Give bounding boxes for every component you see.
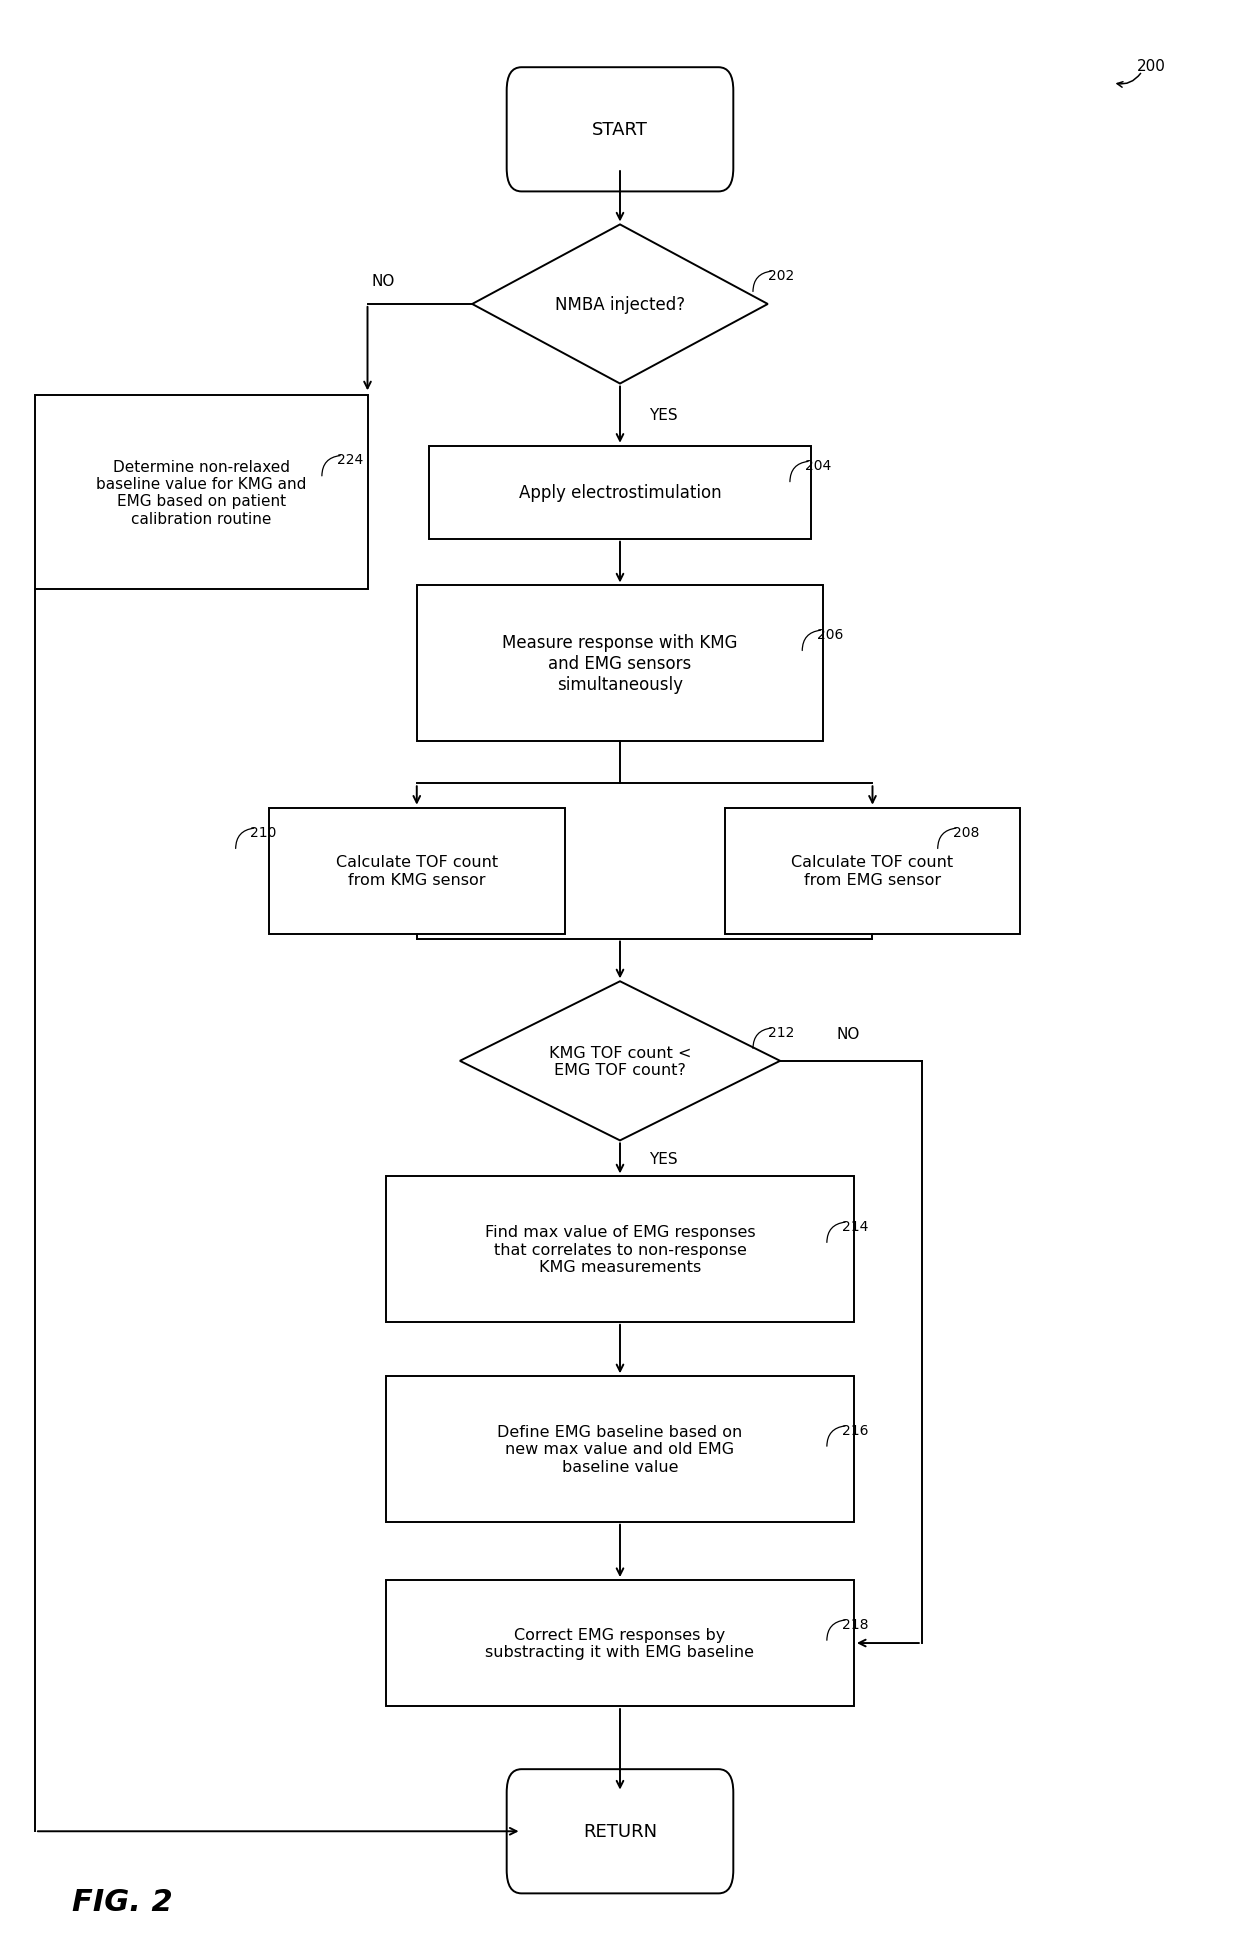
Text: 216: 216: [842, 1422, 868, 1438]
Bar: [429, 446, 811, 540]
Text: 210: 210: [250, 826, 277, 840]
Text: Find max value of EMG responses
that correlates to non-response
KMG measurements: Find max value of EMG responses that cor…: [485, 1225, 755, 1274]
FancyBboxPatch shape: [507, 1769, 733, 1893]
Text: 218: 218: [842, 1617, 868, 1630]
Text: Determine non-relaxed
baseline value for KMG and
EMG based on patient
calibratio: Determine non-relaxed baseline value for…: [95, 460, 306, 526]
FancyBboxPatch shape: [507, 68, 733, 193]
Bar: [386, 1377, 854, 1521]
Text: 206: 206: [817, 627, 843, 641]
Text: 208: 208: [952, 826, 978, 840]
Text: 200: 200: [1137, 58, 1166, 74]
Bar: [417, 586, 823, 742]
Text: Calculate TOF count
from KMG sensor: Calculate TOF count from KMG sensor: [336, 855, 497, 888]
Text: Measure response with KMG
and EMG sensors
simultaneously: Measure response with KMG and EMG sensor…: [502, 633, 738, 693]
Text: Define EMG baseline based on
new max value and old EMG
baseline value: Define EMG baseline based on new max val…: [497, 1424, 743, 1475]
Text: START: START: [591, 121, 649, 138]
Text: YES: YES: [649, 1151, 677, 1167]
Text: FIG. 2: FIG. 2: [72, 1888, 172, 1915]
Bar: [386, 1177, 854, 1323]
Text: YES: YES: [649, 407, 677, 423]
Polygon shape: [460, 982, 780, 1142]
Bar: [35, 395, 367, 590]
Text: 204: 204: [805, 460, 831, 473]
Text: KMG TOF count <
EMG TOF count?: KMG TOF count < EMG TOF count?: [549, 1044, 691, 1077]
Text: Apply electrostimulation: Apply electrostimulation: [518, 483, 722, 503]
Text: RETURN: RETURN: [583, 1821, 657, 1841]
Text: Correct EMG responses by
substracting it with EMG baseline: Correct EMG responses by substracting it…: [486, 1627, 754, 1660]
Text: NMBA injected?: NMBA injected?: [556, 296, 684, 314]
Text: 224: 224: [337, 454, 363, 468]
Text: 202: 202: [768, 269, 794, 282]
Text: 212: 212: [768, 1025, 794, 1038]
Polygon shape: [472, 226, 768, 384]
Bar: [386, 1580, 854, 1706]
Text: 214: 214: [842, 1219, 868, 1233]
Bar: [724, 808, 1021, 935]
Text: NO: NO: [371, 275, 394, 288]
Text: NO: NO: [836, 1027, 859, 1042]
Text: Calculate TOF count
from EMG sensor: Calculate TOF count from EMG sensor: [791, 855, 954, 888]
Bar: [269, 808, 564, 935]
